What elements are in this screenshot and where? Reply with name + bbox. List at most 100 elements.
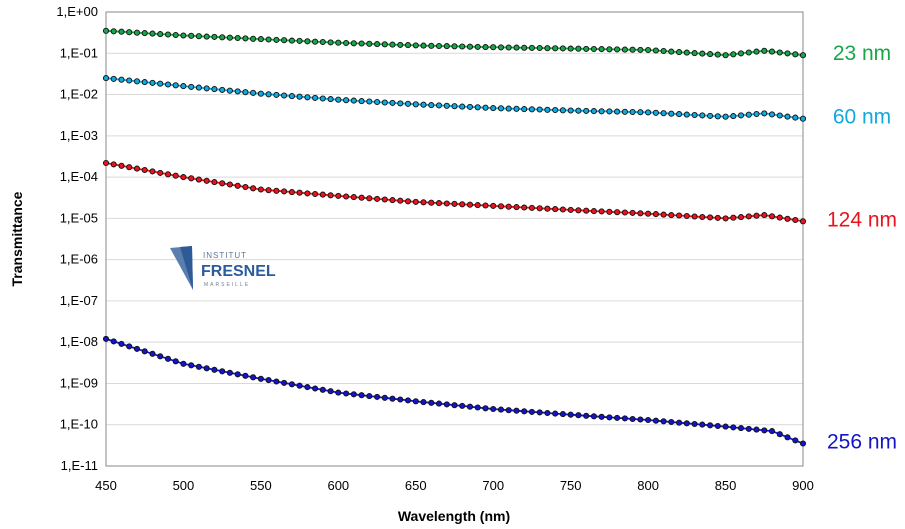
data-point [389,99,396,106]
data-point [784,434,791,441]
data-point [381,394,388,401]
data-point [668,110,675,117]
data-point [730,113,737,120]
data-point [420,399,427,406]
data-point [435,400,443,407]
data-point [776,112,783,119]
data-point [583,45,590,52]
data-point [544,205,551,212]
data-point [590,413,597,420]
data-point [745,111,752,118]
data-point [768,48,776,55]
data-point [404,198,412,205]
data-point [343,97,350,104]
data-point [614,46,621,53]
data-point [660,418,667,425]
data-point [420,101,427,108]
data-point [102,27,110,34]
data-point [676,111,683,118]
data-point [521,44,528,51]
data-point [683,212,690,220]
data-point [497,406,505,413]
data-point [435,200,443,207]
data-point [598,46,605,53]
data-point [195,84,202,91]
data-point [521,408,528,415]
data-point [552,106,559,114]
data-point [335,39,342,46]
data-point [737,425,745,432]
data-point [343,390,350,397]
data-point [374,41,381,48]
x-tick-label: 450 [95,478,117,493]
data-point [374,195,381,202]
data-point [676,212,683,219]
data-point [180,174,187,181]
data-point [699,50,706,57]
data-point [737,214,745,221]
data-point [281,379,288,386]
data-point [745,425,752,432]
data-point [737,112,745,119]
data-point [691,111,698,119]
data-point [707,214,714,221]
data-point [583,107,590,114]
data-point [799,440,807,447]
data-point [707,422,714,429]
data-point [296,189,303,196]
data-point [606,46,613,53]
data-point [281,37,288,44]
data-point [304,384,311,391]
data-point [799,218,807,225]
data-point [753,426,760,433]
data-point [482,202,489,209]
data-point [350,97,357,104]
data-point [451,402,458,409]
data-point [707,112,714,119]
data-point [343,193,350,200]
series-label: 256 nm [827,431,897,454]
data-point [428,199,435,206]
data-point [474,202,481,209]
data-point [304,38,311,45]
data-point [552,410,559,417]
data-point [273,91,280,98]
data-point [482,405,489,412]
data-point [621,108,628,115]
data-point [714,214,721,221]
data-point [327,96,334,103]
data-point [505,105,512,112]
data-point [188,362,195,369]
x-tick-label: 900 [792,478,814,493]
data-point [776,431,783,438]
y-tick-label: 1,E-06 [60,252,98,267]
data-point [281,188,288,195]
data-point [505,203,512,210]
data-point [629,46,636,53]
y-axis-ticks: 1,E-11 1,E-10 1,E-09 1,E-08 1,E-07 1,E-06 1,E-… [56,4,98,473]
data-point [722,52,729,59]
data-point [474,404,481,411]
y-tick-label: 1,E-05 [60,210,98,225]
data-point [536,205,543,212]
data-point [513,44,520,51]
y-tick-label: 1,E-11 [61,458,98,473]
data-point [652,47,659,54]
data-point [443,43,450,50]
data-point [110,161,117,168]
data-point [188,83,195,90]
data-point [288,93,295,100]
data-point [412,198,419,205]
data-point [242,35,249,42]
data-point [505,407,512,414]
data-point [172,358,179,365]
data-point [614,209,621,216]
data-point [559,45,566,52]
data-point [358,40,365,47]
data-point [133,165,141,172]
data-point [381,99,388,106]
data-point [490,202,497,209]
data-point [637,210,644,217]
data-point [459,43,466,50]
data-point [497,105,505,112]
